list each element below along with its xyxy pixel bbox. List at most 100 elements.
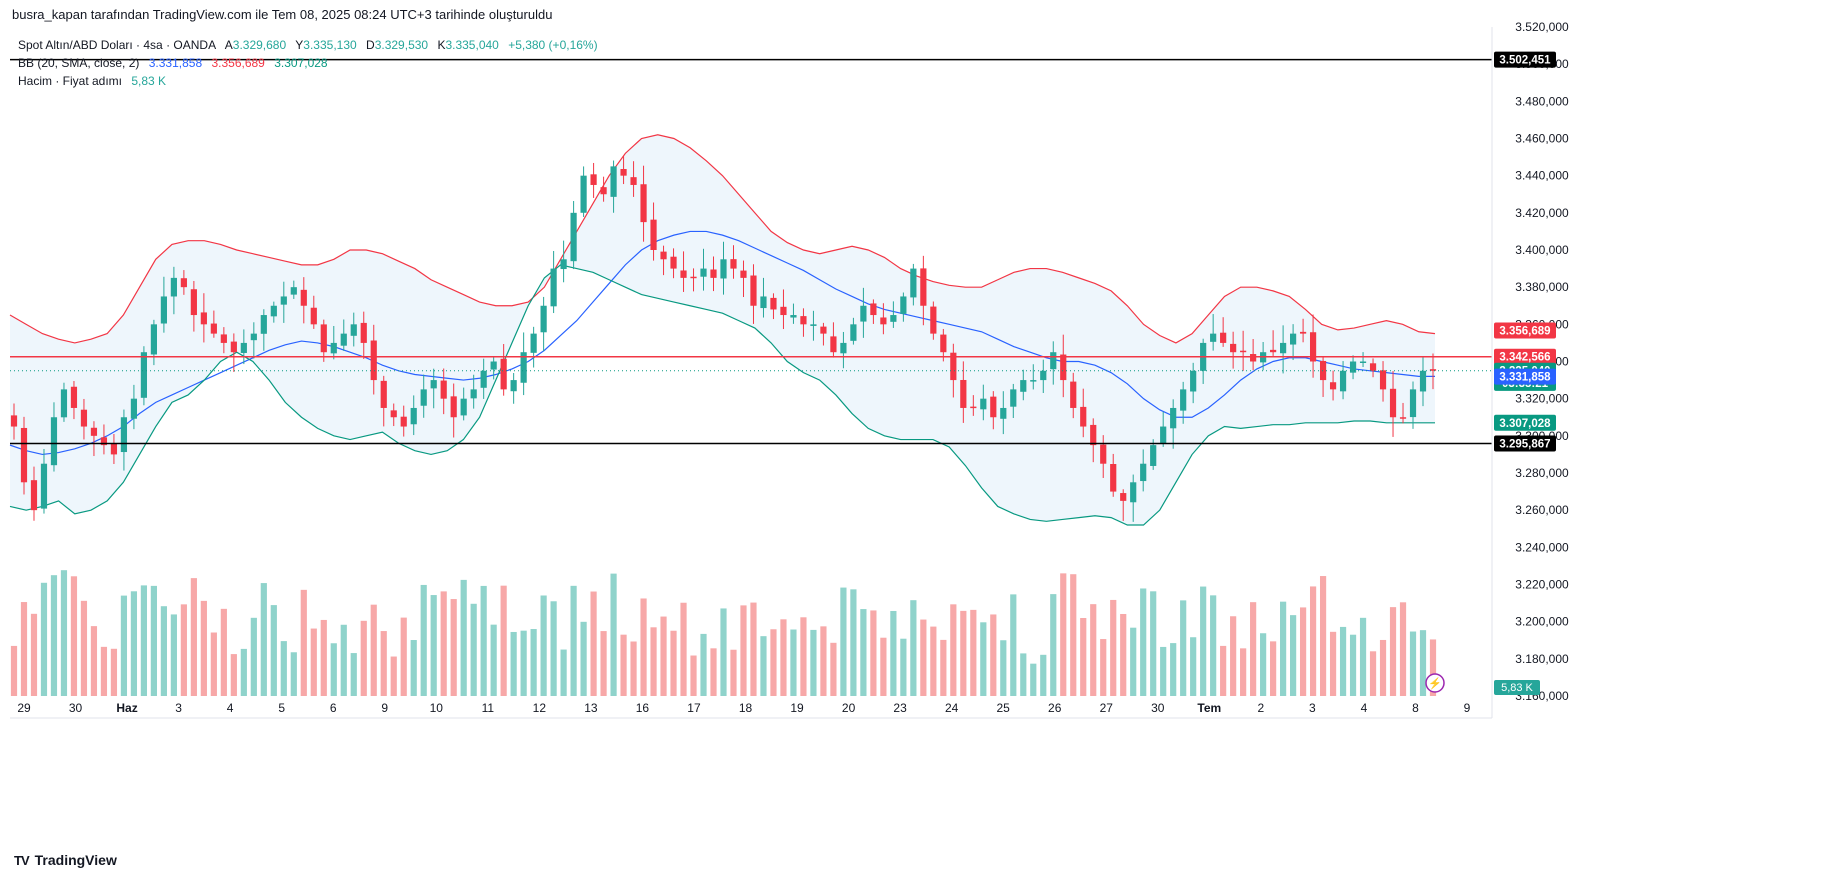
candle-up	[790, 315, 797, 318]
candle-up	[550, 268, 557, 307]
volume-bar	[570, 585, 577, 696]
candle-up	[140, 352, 148, 398]
time-tick-label: 3	[175, 701, 182, 715]
time-tick-label: 27	[1100, 701, 1114, 715]
candle-up	[720, 259, 727, 279]
legend-bb-lower: 3.307,028	[274, 56, 328, 70]
candle-down	[210, 323, 217, 334]
volume-bar	[1389, 607, 1397, 696]
candle-up	[1020, 380, 1027, 392]
price-label-bg	[1494, 322, 1556, 339]
candle-down	[80, 409, 88, 427]
candle-down	[670, 256, 677, 269]
volume-bar	[1180, 600, 1187, 696]
candle-down	[960, 379, 967, 408]
candle-down	[750, 275, 757, 306]
volume-bar	[440, 591, 447, 696]
candle-up	[120, 417, 128, 453]
volume-bar	[690, 655, 697, 696]
candle-up	[340, 333, 347, 346]
legend-low: D3.329,530	[366, 38, 428, 52]
time-tick-label: 23	[893, 701, 907, 715]
candle-down	[380, 380, 387, 408]
candle-down	[1060, 354, 1067, 381]
candle-up	[520, 352, 527, 383]
price-label-bg	[1494, 348, 1556, 365]
volume-bar	[200, 600, 207, 696]
volume-bar	[250, 617, 257, 696]
candle-up	[240, 342, 247, 353]
candle-down	[110, 443, 118, 455]
time-tick-label: 8	[1412, 701, 1419, 715]
lightning-icon	[1425, 673, 1445, 693]
candle-down	[690, 276, 697, 279]
candle-down	[660, 251, 667, 260]
price-tick-label: 3.260,000	[1515, 503, 1569, 517]
price-tick-label: 3.400,000	[1515, 243, 1569, 257]
volume-bar	[1299, 607, 1307, 696]
time-tick-label: 25	[996, 701, 1010, 715]
volume-bar	[550, 601, 557, 696]
volume-bar	[970, 609, 977, 696]
candle-up	[470, 389, 477, 399]
candle-up	[420, 389, 427, 406]
volume-bar	[620, 634, 627, 696]
time-tick-label: 30	[1151, 701, 1165, 715]
volume-bar	[600, 631, 607, 696]
candle-up	[510, 380, 517, 392]
price-label: 3.295,867	[1499, 439, 1550, 451]
candle-up	[1419, 370, 1427, 392]
time-tick-label: 11	[482, 701, 495, 715]
volume-bar	[700, 633, 707, 696]
volume-bar	[530, 629, 537, 696]
candle-down	[440, 380, 447, 399]
candle-down	[800, 316, 807, 325]
candle-up	[60, 389, 68, 418]
candle-down	[320, 324, 327, 353]
tradingview-logo-icon: TV	[14, 852, 30, 868]
candle-down	[390, 410, 397, 418]
candle-up	[1190, 370, 1197, 392]
volume-bar	[1339, 626, 1347, 696]
candle-up	[260, 315, 267, 334]
volume-bar	[500, 585, 507, 696]
candle-up	[1000, 407, 1007, 419]
bb-lower-line	[9, 264, 1435, 526]
legend-symbol: Spot Altın/ABD Doları · 4sa · OANDA	[18, 38, 217, 52]
volume-bar	[1210, 595, 1217, 696]
volume-bar	[660, 616, 667, 696]
price-label: 3.356,689	[1499, 325, 1550, 337]
tradingview-brand[interactable]: TV TradingView	[14, 852, 117, 868]
volume-bar	[340, 624, 347, 696]
brand-name: TradingView	[34, 852, 117, 868]
volume-bars	[10, 570, 1437, 696]
candle-up	[460, 398, 467, 416]
volume-bar	[1080, 618, 1087, 696]
volume-bar	[1349, 634, 1357, 696]
candle-up	[1050, 352, 1057, 370]
volume-bar	[930, 626, 937, 696]
candle-up	[170, 277, 177, 297]
price-tick-label: 3.440,000	[1515, 169, 1569, 183]
candle-up	[1349, 361, 1357, 373]
candle-up	[270, 305, 277, 317]
volume-bar	[110, 648, 118, 696]
candle-up	[480, 370, 487, 388]
candle-down	[990, 396, 997, 418]
volume-bar	[1409, 631, 1417, 696]
price-label: 3.342,566	[1499, 352, 1550, 364]
candle-down	[90, 427, 98, 436]
volume-bar	[760, 636, 767, 696]
candle-up	[1280, 342, 1287, 354]
price-labels: 3.502,4513.356,6893.342,5663.335,04003:3…	[1425, 51, 1556, 695]
candle-down	[20, 427, 28, 483]
volume-bar	[1050, 594, 1057, 696]
volume-bar	[270, 605, 277, 696]
legend-bb-upper: 3.356,689	[211, 56, 265, 70]
volume-bar	[1090, 604, 1097, 696]
volume-bar	[1190, 637, 1197, 696]
time-tick-label: 6	[330, 701, 337, 715]
volume-bar	[230, 654, 237, 696]
candle-up	[1180, 389, 1187, 411]
